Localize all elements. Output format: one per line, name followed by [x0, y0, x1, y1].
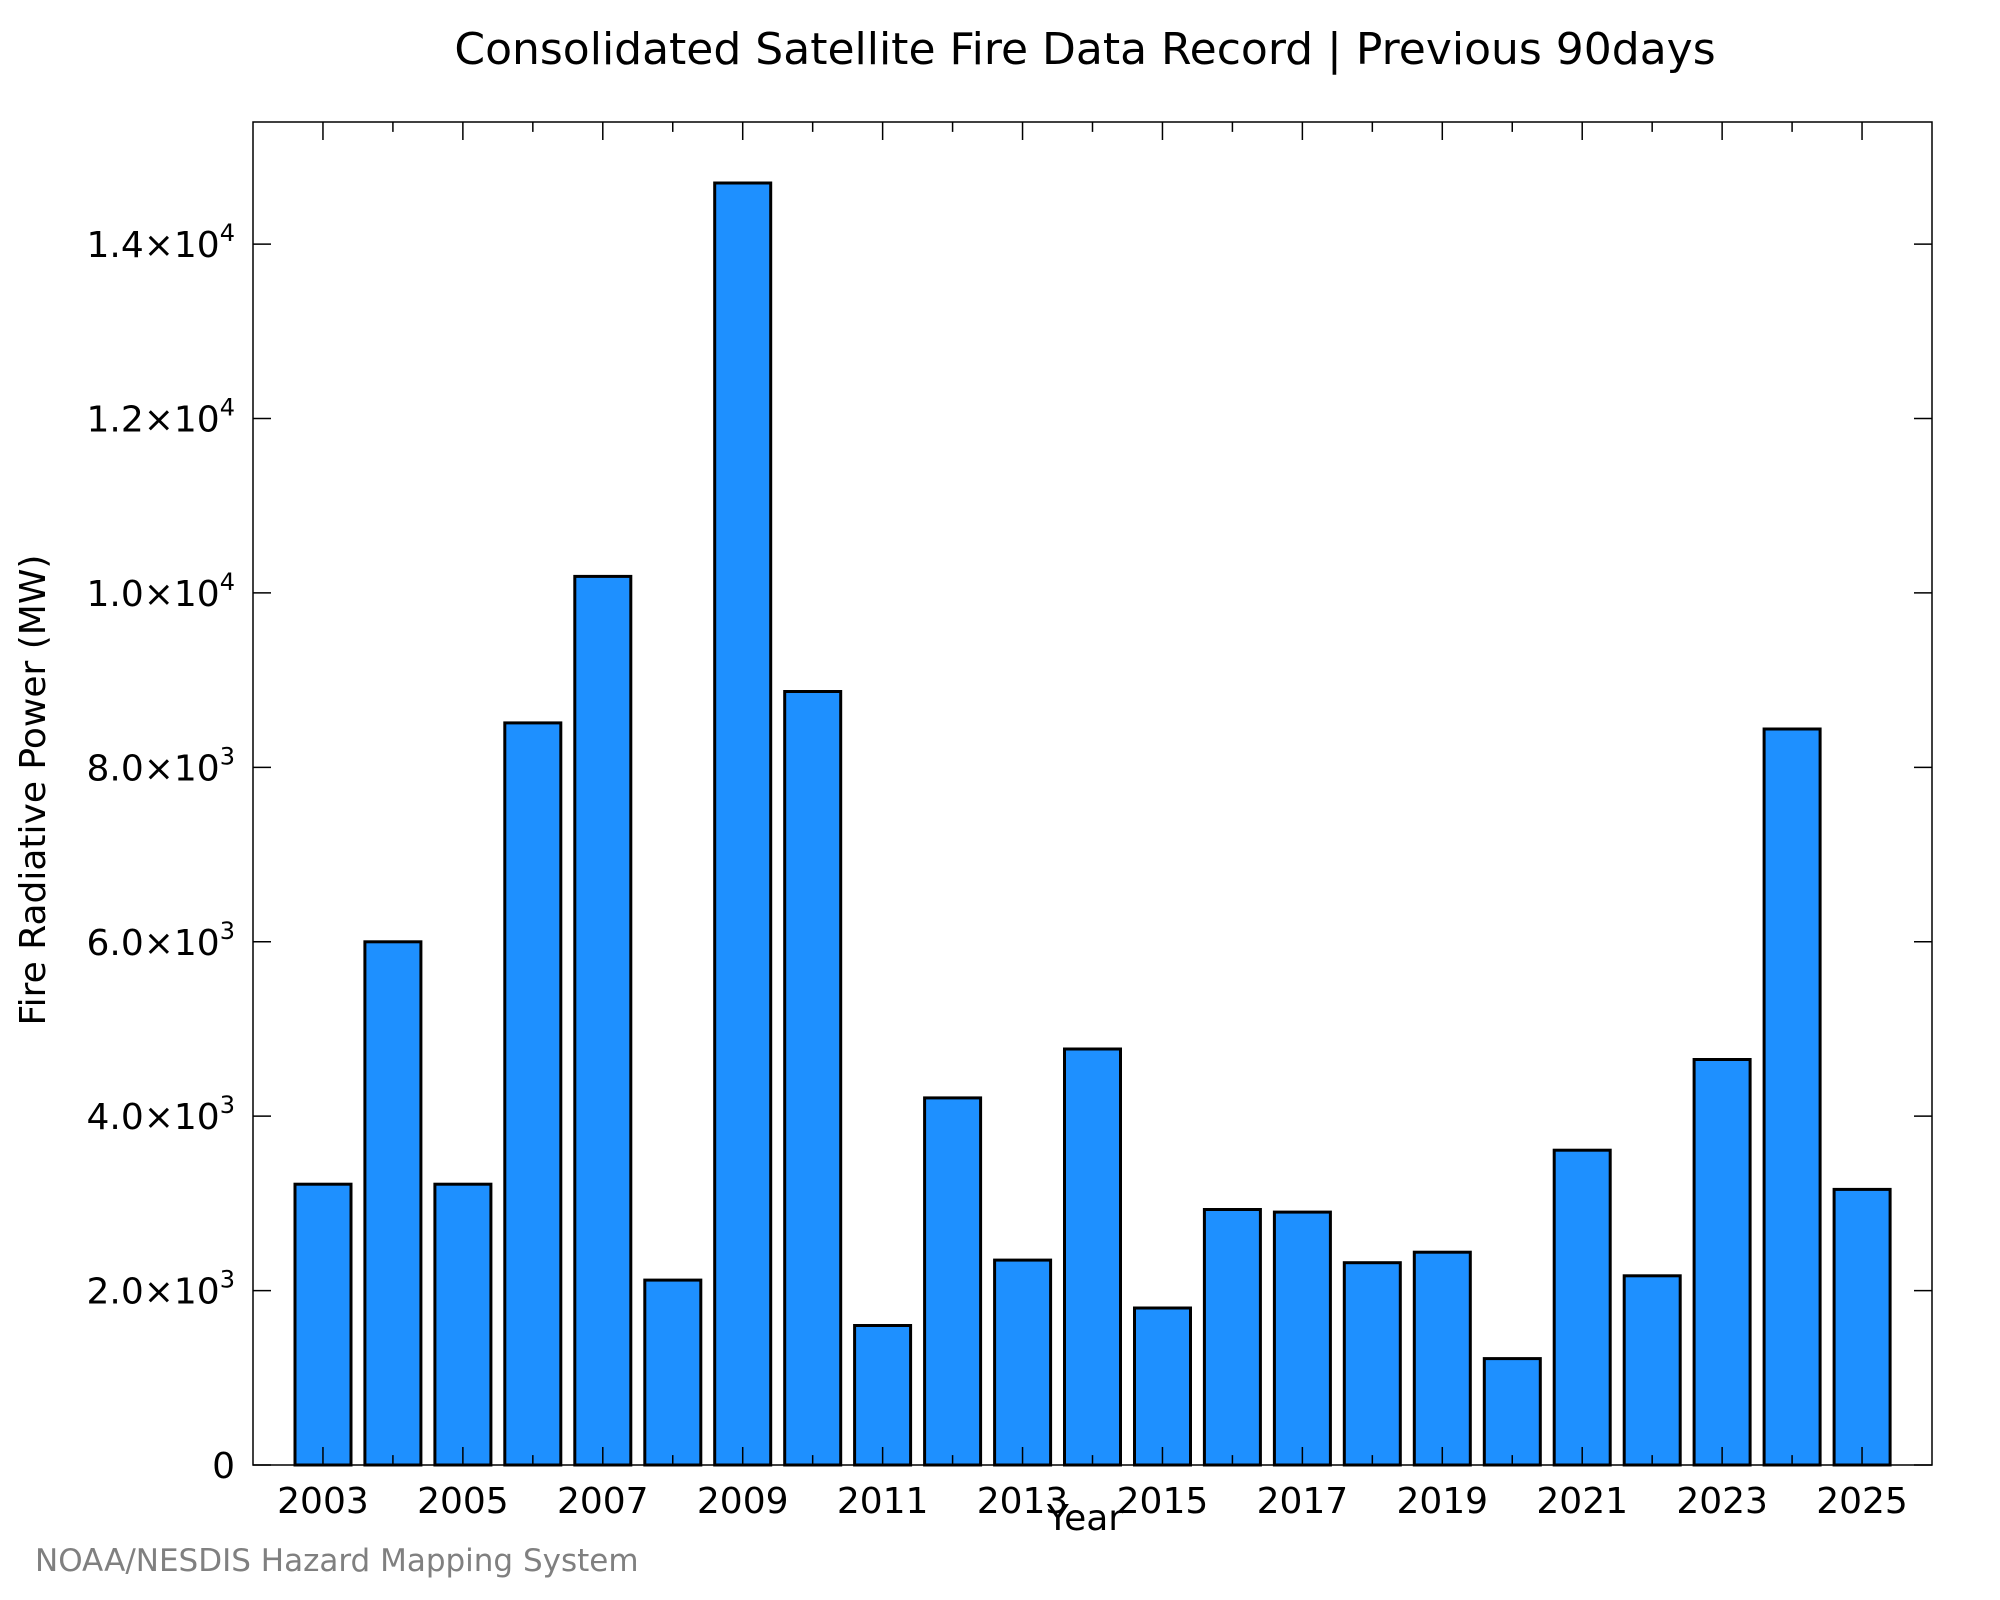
y-tick-label: 1.4×104	[86, 219, 235, 266]
bar-2019	[1412, 1250, 1472, 1467]
x-tick-label: 2021	[1536, 1481, 1628, 1522]
bar-2022	[1622, 1274, 1682, 1467]
y-tick-label: 1.2×104	[86, 394, 235, 441]
source-credit: NOAA/NESDIS Hazard Mapping System	[35, 1543, 639, 1579]
bar-2008	[643, 1278, 703, 1467]
y-tick-label: 2.0×103	[86, 1266, 235, 1313]
x-tick-label: 2007	[557, 1481, 649, 1522]
bar-2020	[1482, 1357, 1542, 1467]
bar-2014	[1063, 1047, 1122, 1467]
y-tick-label: 4.0×103	[86, 1091, 235, 1138]
bar-2017	[1272, 1210, 1332, 1467]
bar-2018	[1342, 1261, 1402, 1467]
x-tick-label: 2009	[697, 1481, 789, 1522]
x-tick-label: 2019	[1396, 1481, 1488, 1522]
bar-2003	[293, 1182, 353, 1467]
x-tick-label: 2013	[977, 1481, 1069, 1522]
bar-2023	[1692, 1058, 1752, 1467]
bar-2005	[433, 1182, 493, 1467]
bar-2021	[1552, 1148, 1612, 1467]
bar-2012	[923, 1096, 983, 1467]
bar-2009	[713, 181, 773, 1467]
y-tick-label: 1.0×104	[86, 568, 235, 615]
x-tick-label: 2005	[417, 1481, 509, 1522]
y-axis-label: Fire Radiative Power (MW)	[13, 555, 54, 1026]
x-axis-label: Year	[1046, 1498, 1123, 1539]
bars	[293, 181, 1892, 1467]
y-tick-label: 8.0×103	[86, 742, 235, 789]
x-tick-label: 2015	[1117, 1481, 1209, 1522]
bar-2006	[503, 721, 563, 1467]
x-tick-label: 2023	[1676, 1481, 1768, 1522]
bar-2007	[573, 574, 633, 1467]
bar-2015	[1133, 1306, 1192, 1467]
bar-2004	[363, 940, 423, 1467]
ticks: 0 2.0×103 4.0×103 6.0×103 8.0×103 1.0×104 1.2×…	[86, 122, 1932, 1522]
chart-title: Consolidated Satellite Fire Data Record …	[454, 24, 1715, 75]
x-tick-label: 2003	[277, 1481, 369, 1522]
x-tick-label: 2025	[1816, 1481, 1908, 1522]
bar-2011	[853, 1324, 913, 1467]
bar-2016	[1202, 1208, 1262, 1467]
bar-2010	[783, 690, 843, 1467]
bar-2024	[1762, 727, 1822, 1467]
x-tick-label: 2011	[837, 1481, 929, 1522]
bar-2025	[1832, 1187, 1892, 1467]
y-tick-label: 6.0×103	[86, 917, 235, 964]
x-tick-label: 2017	[1257, 1481, 1349, 1522]
bar-2013	[993, 1258, 1053, 1467]
y-tick-label: 0	[212, 1446, 235, 1487]
